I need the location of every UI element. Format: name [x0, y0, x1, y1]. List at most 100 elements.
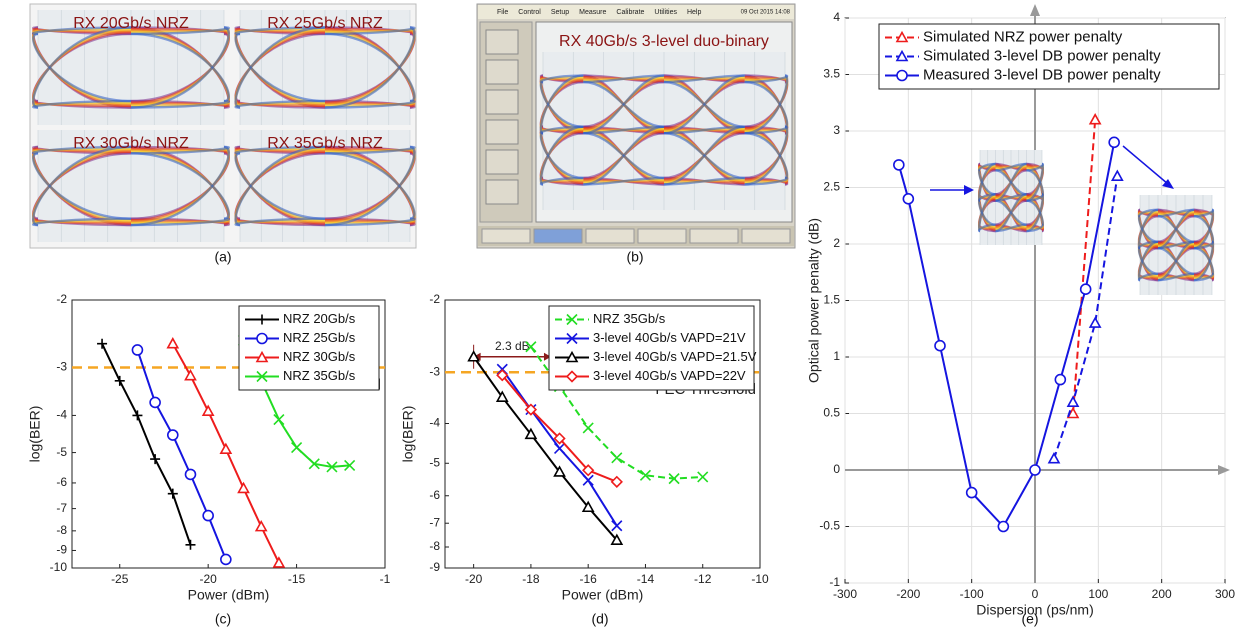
scope-menu-item[interactable]: Utilities: [654, 9, 677, 16]
legend-marker: [565, 370, 579, 383]
eye-trace: [234, 26, 326, 109]
x-tick-label: -200: [896, 587, 920, 601]
eye-trace: [1137, 272, 1159, 282]
x-axis-label: Power (dBm): [188, 587, 270, 603]
marker: [1088, 113, 1102, 125]
eye-trace: [324, 99, 416, 109]
legend-marker: [896, 69, 908, 82]
eye-trace: [583, 176, 665, 186]
legend-entry: 3-level 40Gb/s VAPD=21V: [593, 330, 746, 345]
eye-trace: [1157, 272, 1195, 282]
scope-status-cell: [741, 228, 791, 244]
legend-marker: [566, 313, 578, 326]
x-tick-label: -25: [111, 572, 129, 586]
scope-menu-item[interactable]: Setup: [551, 9, 569, 16]
y-tick-label: 0.5: [823, 406, 840, 420]
eye-trace: [663, 125, 745, 186]
x-tick-label: -12: [694, 572, 712, 586]
y-tick-label: 3: [833, 123, 840, 137]
marker: [610, 475, 623, 488]
y-tick-label: -3: [56, 360, 67, 374]
legend-marker: [895, 49, 909, 62]
marker: [553, 432, 566, 445]
y-tick-label: 2: [833, 236, 840, 250]
y-tick-label: -5: [56, 445, 67, 459]
scope-button[interactable]: [485, 119, 519, 145]
scope-button[interactable]: [485, 29, 519, 55]
eye-trace: [995, 223, 1027, 233]
scope-menu-item[interactable]: Measure: [579, 9, 606, 16]
panel-label: (c): [215, 611, 231, 627]
scope-button[interactable]: [485, 89, 519, 115]
y-tick-label: -8: [56, 523, 67, 537]
marker: [291, 441, 303, 454]
inset-arrow: [1122, 145, 1169, 185]
y-tick-label: -5: [429, 455, 440, 469]
y-tick-label: 3.5: [823, 67, 840, 81]
marker: [254, 519, 268, 532]
arrow-head: [1162, 179, 1174, 189]
marker: [166, 429, 179, 441]
eye-trace: [234, 145, 326, 227]
marker: [524, 427, 538, 440]
y-tick-label: -2: [56, 292, 67, 306]
legend-box: [878, 23, 1220, 90]
marker: [582, 474, 594, 486]
marker: [581, 500, 595, 513]
legend-marker: [895, 30, 909, 43]
y-tick-label: 0: [833, 462, 840, 476]
x-tick-label: -1: [380, 572, 391, 586]
scope-status-cell: [637, 228, 687, 244]
eye-title: RX 25Gb/s NRZ: [267, 15, 383, 32]
eye-trace: [583, 74, 665, 84]
eye-trace: [324, 145, 416, 227]
marker: [965, 486, 978, 499]
scope-button[interactable]: [485, 149, 519, 175]
x-tick-label: -100: [960, 587, 984, 601]
marker: [132, 410, 143, 421]
scope-menu-item[interactable]: Help: [687, 9, 702, 16]
arrow-head: [964, 185, 974, 195]
legend-entry: 3-level 40Gb/s VAPD=21.5V: [593, 349, 757, 364]
y-tick-label: -10: [50, 560, 68, 574]
y-tick-label: 4: [833, 10, 840, 24]
scope-button[interactable]: [485, 179, 519, 205]
y-tick-label: 2.5: [823, 180, 840, 194]
x-axis-label: Power (dBm): [562, 587, 644, 603]
eye-trace: [663, 74, 745, 84]
scope-menu-item[interactable]: File: [497, 9, 508, 16]
marker: [184, 468, 197, 481]
y-tick-label: -7: [429, 515, 440, 529]
eye-trace: [744, 74, 789, 135]
series-line: [472, 356, 618, 541]
eye-trace: [130, 217, 230, 227]
y-tick-label: -6: [56, 475, 67, 489]
marker: [184, 368, 197, 381]
axis-arrow: [1218, 465, 1230, 475]
marker: [639, 469, 652, 481]
marker: [97, 338, 108, 349]
y-axis-label: log(BER): [400, 406, 416, 463]
legend-marker: [256, 370, 268, 383]
marker: [237, 481, 250, 494]
eye-trace: [663, 74, 745, 135]
x-tick-label: -15: [288, 572, 306, 586]
marker: [997, 520, 1010, 533]
panel-label: (b): [626, 249, 643, 265]
marker: [185, 539, 196, 550]
legend-entry: NRZ 25Gb/s: [283, 330, 356, 345]
eye-trace: [32, 145, 132, 155]
y-tick-label: -6: [429, 488, 440, 502]
scope-menu-item[interactable]: Calibrate: [616, 9, 644, 16]
scope-button[interactable]: [485, 59, 519, 85]
eye-trace: [539, 176, 584, 186]
marker: [273, 413, 285, 426]
scope-menu-item[interactable]: Control: [518, 9, 541, 16]
marker: [893, 159, 905, 171]
legend-entry: NRZ 35Gb/s: [593, 311, 666, 326]
y-axis-label: log(BER): [27, 406, 43, 463]
marker: [1047, 452, 1061, 464]
marker: [467, 350, 480, 362]
marker: [166, 337, 180, 349]
